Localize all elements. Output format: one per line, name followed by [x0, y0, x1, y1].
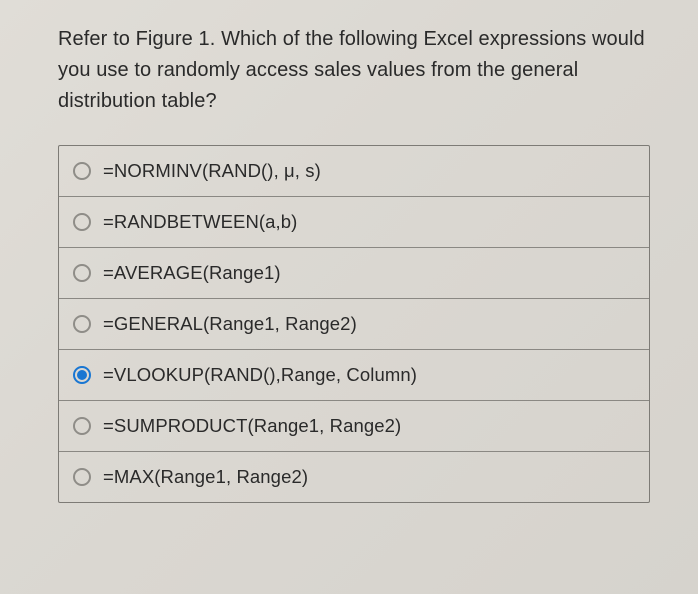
- option-row[interactable]: =MAX(Range1, Range2): [59, 452, 649, 502]
- options-group: =NORMINV(RAND(), μ, s) =RANDBETWEEN(a,b)…: [58, 145, 650, 503]
- option-row[interactable]: =AVERAGE(Range1): [59, 248, 649, 299]
- option-row[interactable]: =VLOOKUP(RAND(),Range, Column): [59, 350, 649, 401]
- option-label: =SUMPRODUCT(Range1, Range2): [103, 415, 401, 437]
- option-row[interactable]: =SUMPRODUCT(Range1, Range2): [59, 401, 649, 452]
- option-label: =AVERAGE(Range1): [103, 262, 281, 284]
- radio-icon[interactable]: [73, 162, 91, 180]
- option-label: =NORMINV(RAND(), μ, s): [103, 160, 321, 182]
- radio-icon[interactable]: [73, 417, 91, 435]
- radio-icon[interactable]: [73, 264, 91, 282]
- option-row[interactable]: =GENERAL(Range1, Range2): [59, 299, 649, 350]
- radio-icon[interactable]: [73, 366, 91, 384]
- option-row[interactable]: =RANDBETWEEN(a,b): [59, 197, 649, 248]
- option-row[interactable]: =NORMINV(RAND(), μ, s): [59, 146, 649, 197]
- radio-icon[interactable]: [73, 315, 91, 333]
- option-label: =GENERAL(Range1, Range2): [103, 313, 357, 335]
- radio-icon[interactable]: [73, 468, 91, 486]
- quiz-card: Refer to Figure 1. Which of the followin…: [0, 0, 698, 594]
- question-text: Refer to Figure 1. Which of the followin…: [58, 24, 650, 117]
- radio-icon[interactable]: [73, 213, 91, 231]
- option-label: =MAX(Range1, Range2): [103, 466, 308, 488]
- option-label: =VLOOKUP(RAND(),Range, Column): [103, 364, 417, 386]
- option-label: =RANDBETWEEN(a,b): [103, 211, 297, 233]
